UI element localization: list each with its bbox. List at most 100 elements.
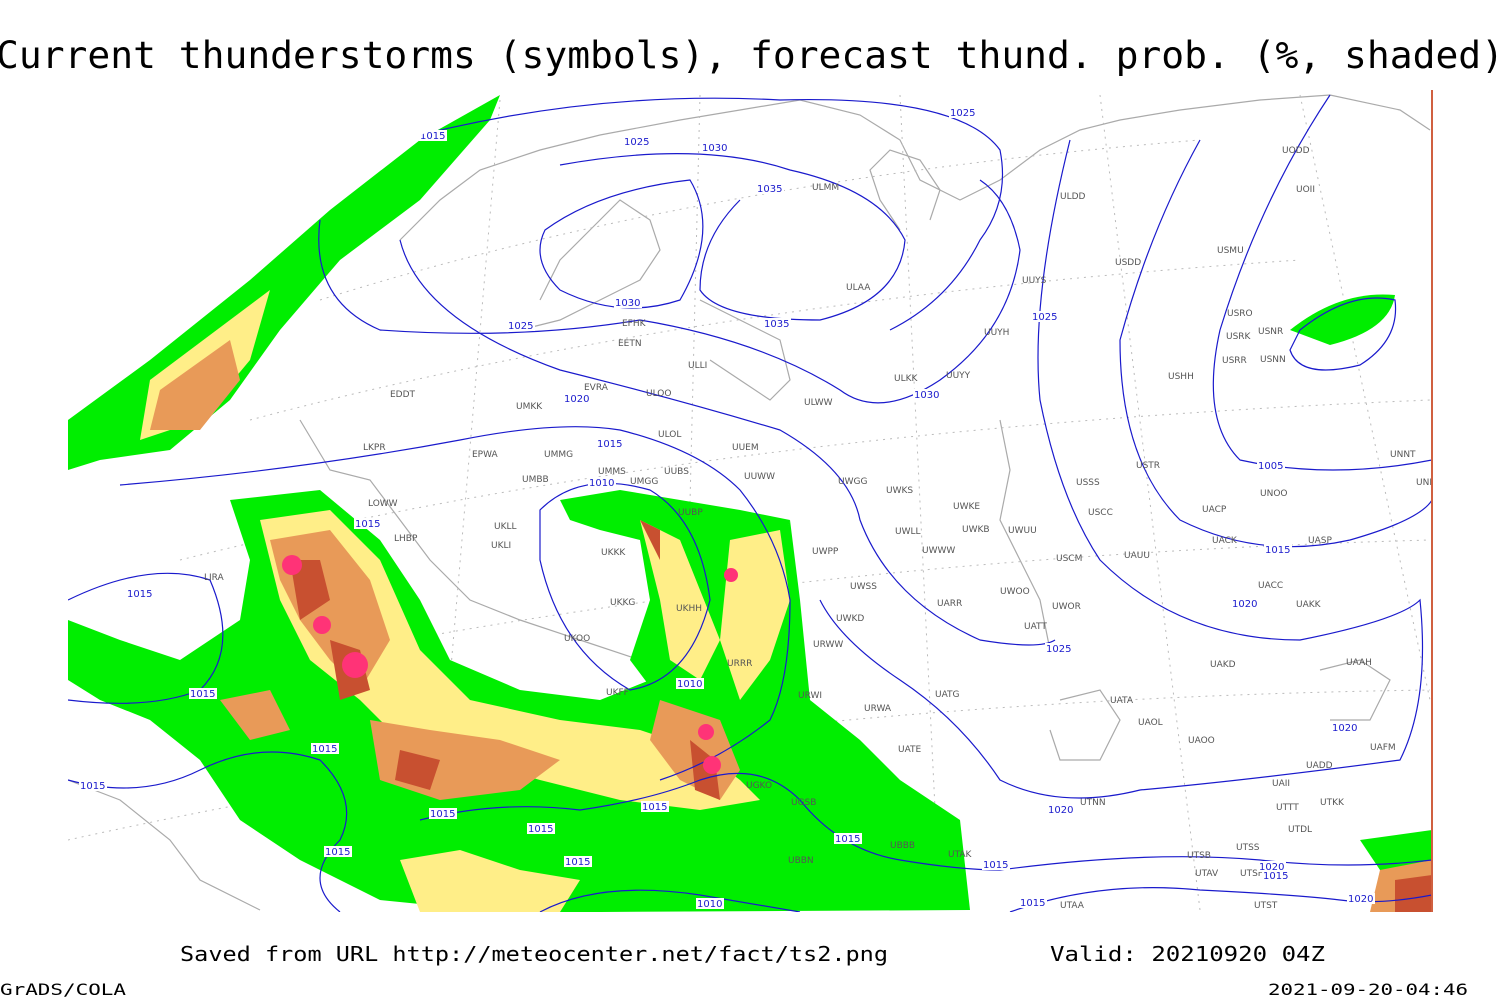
isobar-label-background [324,846,352,857]
station-label: UMMG [544,450,573,460]
station-label: UASP [1308,536,1332,546]
station-label: USCM [1056,554,1082,564]
station-label: UWKE [953,502,980,512]
station-label: UKKG [610,598,635,608]
isobar-label-background [79,780,107,791]
isobar-label: 1025 [508,321,533,332]
isobar-label-background [676,678,704,689]
isobar-label: 1015 [127,589,152,600]
station-label: UUEM [732,443,759,453]
station-label: UAOL [1138,718,1163,728]
station-label: USMU [1217,246,1244,256]
isobar-label: 1015 [1263,871,1288,882]
station-label: ULOL [658,430,681,440]
isobar-label: 1025 [1046,644,1071,655]
station-label: UTSH [1240,869,1265,879]
station-label: UWOR [1052,602,1081,612]
isobar-label-background [311,743,339,754]
station-label: UACC [1258,581,1283,591]
station-label: ULLI [688,361,707,371]
station-label: UKHH [676,604,702,614]
station-label: URRR [727,659,752,669]
station-label: UTKK [1320,798,1345,808]
station-label: UACP [1202,505,1227,515]
station-label: UADD [1306,761,1333,771]
isobar-label: 1015 [1265,545,1290,556]
isobars [68,94,1432,912]
isobar-label: 1035 [757,184,782,195]
station-label: UMBB [522,475,549,485]
station-label: USNR [1258,327,1283,337]
isobar-label: 1015 [420,131,445,142]
station-label: URWW [813,640,843,650]
isobar-label-background [641,801,669,812]
station-label: UKKK [601,548,626,558]
isobar-label-background [949,107,977,118]
station-label: EPWA [472,450,499,460]
isobar-label: 1025 [950,108,975,119]
isobar-label-background [1331,722,1359,733]
isobar-label-background [507,320,535,331]
isobar-label-background [834,833,862,844]
isobar-label: 1010 [589,478,614,489]
station-label: USNN [1260,355,1286,365]
station-label: USRK [1226,332,1252,342]
station-label: USRR [1222,356,1247,366]
station-label: UAKD [1210,660,1236,670]
station-label: UATE [898,745,922,755]
isobar-label: 1020 [1348,894,1373,905]
station-label: UTAA [1060,901,1085,911]
isobar-label: 1010 [677,679,702,690]
station-label: UWLL [895,527,921,537]
isobar-label: 1020 [564,394,589,405]
isobar-label-background [696,898,724,909]
station-label: UWGG [838,477,867,487]
station-label: UTAK [948,850,973,860]
thunderstorm-symbols [282,555,738,774]
station-label: ULDD [1060,192,1086,202]
station-label: UARR [937,599,962,609]
station-label: ULWW [804,398,833,408]
station-label: UUWW [744,472,775,482]
station-label: LIRA [204,573,225,583]
station-label: EVRA [584,383,609,393]
isobar-label-background [982,859,1010,870]
station-label: UBBB [890,841,915,851]
station-label: USTR [1136,461,1160,471]
isobar-label-background [756,183,784,194]
isobar-label-background [429,808,457,819]
isobar-label-background [763,318,791,329]
map-area: ULMM ULDD ULAA UUYS USDD USMU UODD UOII USRO USNR… [68,90,1432,912]
isobar-label: 1030 [702,143,727,154]
station-label: ULKK [894,374,919,384]
station-label: UNNT [1390,450,1416,460]
isobar-label: 1025 [624,137,649,148]
isobar-label: 1020 [1332,723,1357,734]
isobar-label-background [189,688,217,699]
isobar-label-background [1258,861,1286,872]
station-label: UAII [1272,779,1290,789]
station-label: UATA [1110,696,1134,706]
isobar-label: 1005 [1258,461,1283,472]
isobar-label: 1015 [642,802,667,813]
isobar-label: 1020 [1232,599,1257,610]
isobar-label: 1015 [325,847,350,858]
title: Current thunderstorms (symbols), forecas… [0,34,1500,77]
isobar-label: 1015 [835,834,860,845]
station-label: USRO [1227,309,1253,319]
station-label: UMMS [598,467,626,477]
isobar-label: 1015 [312,744,337,755]
isobar-label-background [354,518,382,529]
station-label: LHBP [394,534,418,544]
isobar-labels: 1015 1025 1030 1025 1035 1030 1035 1025 1025 1020… [79,107,1375,910]
station-label: UTSS [1236,843,1260,853]
isobar-label: 1015 [528,824,553,835]
isobar-label: 1030 [615,298,640,309]
station-label: UOII [1296,185,1315,195]
station-label: ULAA [846,283,871,293]
station-label: UUYS [1022,276,1047,286]
station-label: ULOO [646,389,671,399]
isobar-label-background [1231,598,1259,609]
station-label: UTTT [1276,803,1299,813]
probability-shading [68,95,1432,912]
